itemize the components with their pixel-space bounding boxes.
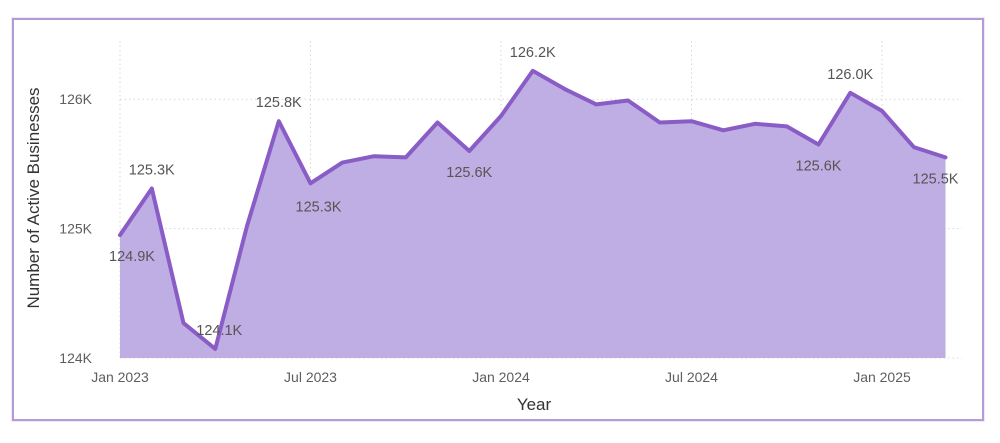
series-line xyxy=(118,68,948,351)
x-tick-label: Jul 2023 xyxy=(284,369,337,385)
data-label: 126.2K xyxy=(510,45,556,61)
y-tick-label: 125K xyxy=(59,221,92,237)
x-axis-ticks: Jan 2023 Jul 2023 Jan 2024 Jul 2024 Jan 2025 xyxy=(91,369,911,385)
data-label: 125.3K xyxy=(129,163,175,179)
y-axis-title: Number of Active Businesses xyxy=(24,87,43,308)
x-tick-label: Jul 2024 xyxy=(665,369,718,385)
data-label: 125.6K xyxy=(796,159,842,175)
x-tick-label: Jan 2025 xyxy=(853,369,911,385)
data-label: 125.5K xyxy=(913,171,959,187)
data-label: 126.0K xyxy=(827,67,873,83)
y-tick-label: 124K xyxy=(59,350,92,366)
x-tick-label: Jan 2024 xyxy=(472,369,530,385)
y-axis-ticks: 124K 125K 126K xyxy=(59,91,92,366)
series-area xyxy=(120,70,946,359)
data-label: 125.3K xyxy=(296,199,342,215)
data-label: 125.6K xyxy=(446,165,492,181)
y-tick-label: 126K xyxy=(59,91,92,107)
data-labels: 124.9K 125.3K 124.1K 125.8K 125.3K 125.6K 126.… xyxy=(109,45,959,339)
data-label: 125.8K xyxy=(256,95,302,111)
data-label: 124.1K xyxy=(196,323,242,339)
x-axis-title: Year xyxy=(517,395,552,414)
x-tick-label: Jan 2023 xyxy=(91,369,149,385)
data-label: 124.9K xyxy=(109,249,155,265)
